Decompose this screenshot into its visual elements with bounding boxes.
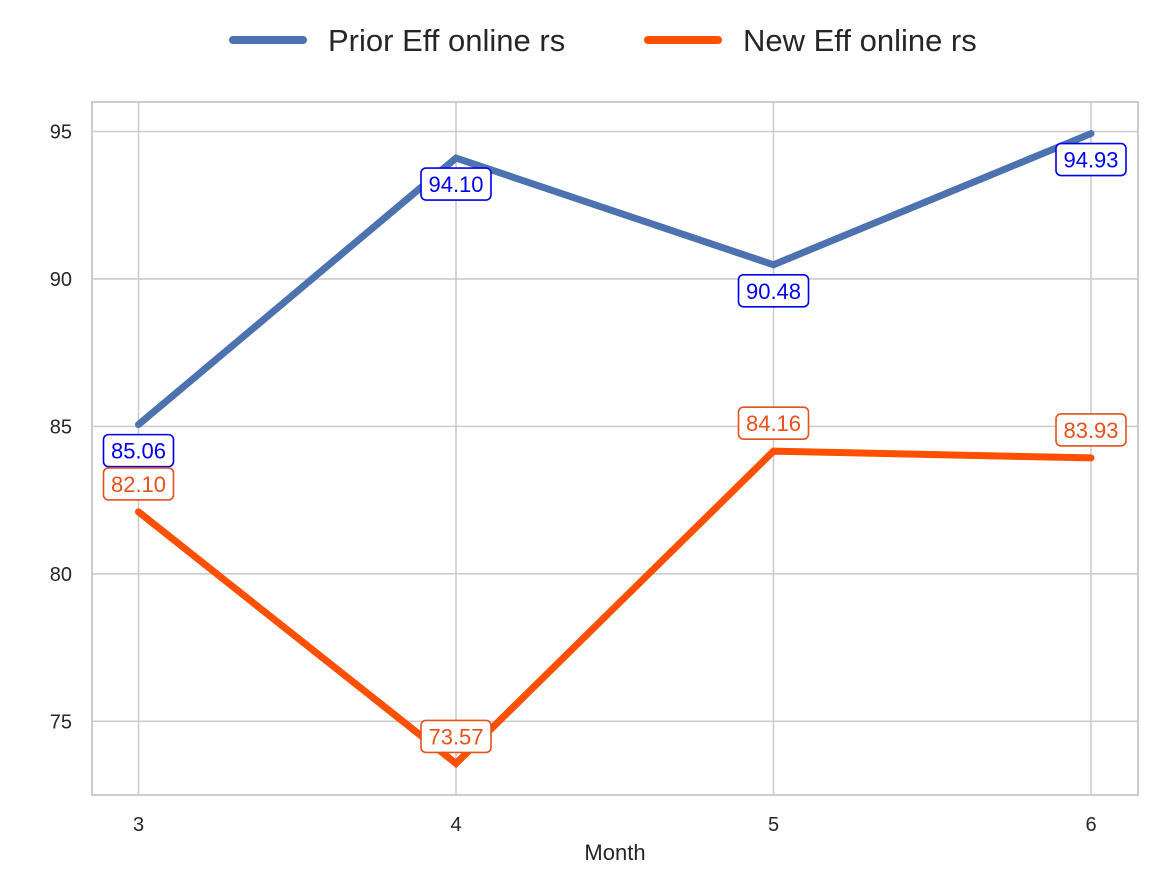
data-label-new-eff: 73.57 [420,719,492,754]
y-tick-label: 85 [50,416,72,438]
legend: Prior Eff online rs New Eff online rs [229,23,977,58]
x-tick-label: 5 [768,814,779,836]
x-tick-label: 6 [1085,814,1096,836]
data-label-text: 73.57 [428,724,483,749]
x-tick-label: 3 [133,814,144,836]
y-axis-ticks: 75 80 85 90 95 [50,121,72,733]
data-labels: 85.06 94.10 90.48 94.93 82.10 73.57 84.16 83.93 [102,142,1127,754]
data-label-new-eff: 82.10 [102,467,175,501]
data-label-text: 94.10 [428,172,483,197]
y-tick-label: 95 [50,121,72,143]
data-label-text: 85.06 [111,439,166,464]
data-label-text: 82.10 [111,472,166,497]
x-tick-label: 4 [450,814,461,836]
data-label-text: 83.93 [1063,418,1118,443]
legend-label-prior-eff: Prior Eff online rs [328,23,565,58]
data-label-prior-eff: 85.06 [102,433,175,468]
y-tick-label: 75 [50,711,72,733]
x-axis-title: Month [584,840,645,865]
y-tick-label: 80 [50,564,72,586]
data-label-new-eff: 84.16 [737,406,810,440]
x-axis-ticks: 3 4 5 6 [133,814,1097,836]
data-label-prior-eff: 90.48 [737,273,810,308]
data-label-prior-eff: 94.93 [1055,142,1127,177]
axes: 3 4 5 6 75 80 85 90 95 Month [50,121,1097,865]
data-label-text: 94.93 [1063,148,1118,173]
series-line-new-eff [135,447,1095,769]
plot-area: 85.06 94.10 90.48 94.93 82.10 73.57 84.16 83.93 [91,101,1139,796]
data-label-new-eff: 83.93 [1055,413,1127,447]
legend-label-new-eff: New Eff online rs [743,23,977,58]
data-label-prior-eff: 94.10 [420,167,492,201]
data-label-text: 84.16 [746,411,801,436]
series-layer [135,130,1095,769]
series-line-prior-eff [135,130,1095,429]
plot-frame [91,101,1139,796]
data-label-text: 90.48 [746,279,801,304]
y-tick-label: 90 [50,269,72,291]
